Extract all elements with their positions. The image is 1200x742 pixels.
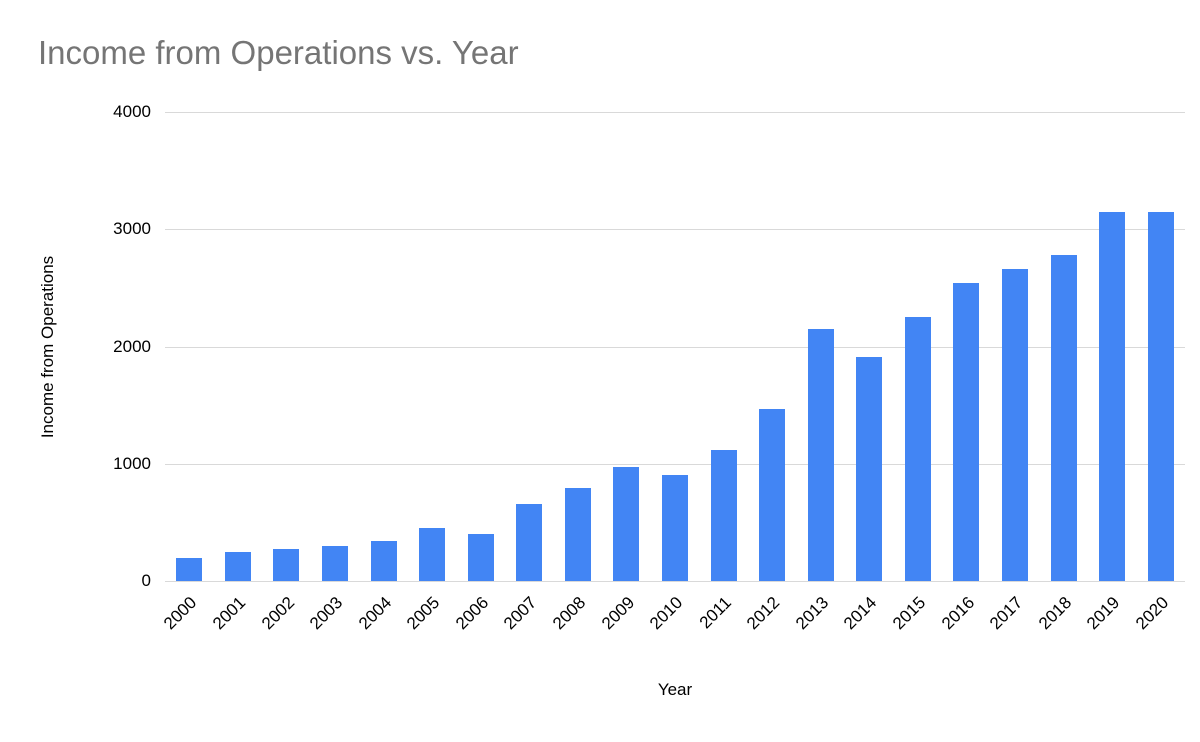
bar-2008 [564, 488, 591, 581]
gridline [165, 463, 1185, 465]
x-tick-label: 2004 [354, 593, 396, 634]
bar-2007 [516, 503, 543, 581]
bar-2004 [370, 541, 397, 581]
x-tick-label: 2015 [889, 593, 930, 634]
x-tick-label: 2002 [257, 593, 298, 634]
bar-2010 [662, 475, 688, 581]
bar-2017 [1002, 269, 1028, 581]
y-axis-title: Income from Operations [38, 255, 57, 438]
x-tick-label: 2010 [646, 593, 687, 634]
x-tick-label: 2000 [160, 593, 201, 634]
x-tick-label: 2008 [549, 593, 590, 634]
x-tick-label: 2011 [695, 593, 736, 633]
x-tick-label: 2009 [597, 593, 638, 634]
bar-2001 [224, 551, 251, 581]
bar-2016 [953, 283, 980, 581]
x-axis-title: Year [657, 680, 693, 699]
bar-2019 [1099, 211, 1126, 581]
x-tick-label: 2019 [1083, 593, 1124, 634]
x-tick-label: 2005 [403, 593, 444, 634]
y-tick-label: 1000 [113, 453, 151, 473]
x-tick-label: 2017 [986, 593, 1027, 634]
bar-2011 [710, 449, 737, 581]
gridline [165, 581, 1185, 582]
bar-2000 [176, 557, 203, 581]
bar-2020 [1147, 211, 1174, 581]
bar-2015 [904, 317, 931, 581]
x-tick-label: 2001 [209, 593, 250, 634]
chart-title: Income from Operations vs. Year [38, 34, 519, 71]
gridline [165, 112, 1185, 113]
bar-2013 [807, 328, 834, 581]
y-tick-label: 4000 [113, 102, 151, 121]
bar-2014 [856, 357, 883, 581]
x-tick-label: 2006 [451, 593, 493, 634]
gridline [165, 346, 1185, 348]
x-tick-label: 2013 [791, 593, 833, 634]
y-tick-label: 0 [141, 571, 151, 590]
gridline [165, 229, 1185, 231]
plot-area: 0 1000 2000 3000 4000 2000 2001 2002 2003 2004 200… [113, 102, 1185, 633]
bar-2002 [273, 549, 300, 581]
y-tick-label: 3000 [113, 219, 151, 239]
bar-2018 [1050, 255, 1077, 581]
x-tick-label: 2016 [937, 593, 978, 634]
bar-2003 [322, 545, 348, 581]
bar-2006 [467, 534, 494, 581]
bar-2005 [419, 528, 446, 581]
x-tick-label: 2012 [743, 593, 784, 634]
bar-2012 [759, 408, 786, 581]
bar-2009 [613, 467, 640, 581]
x-tick-label: 2014 [840, 593, 881, 634]
x-tick-label: 2003 [306, 593, 347, 634]
x-tick-label: 2018 [1034, 593, 1076, 634]
x-tick-label: 2020 [1131, 593, 1173, 634]
y-tick-label: 2000 [113, 336, 151, 356]
x-tick-label: 2007 [500, 593, 541, 634]
